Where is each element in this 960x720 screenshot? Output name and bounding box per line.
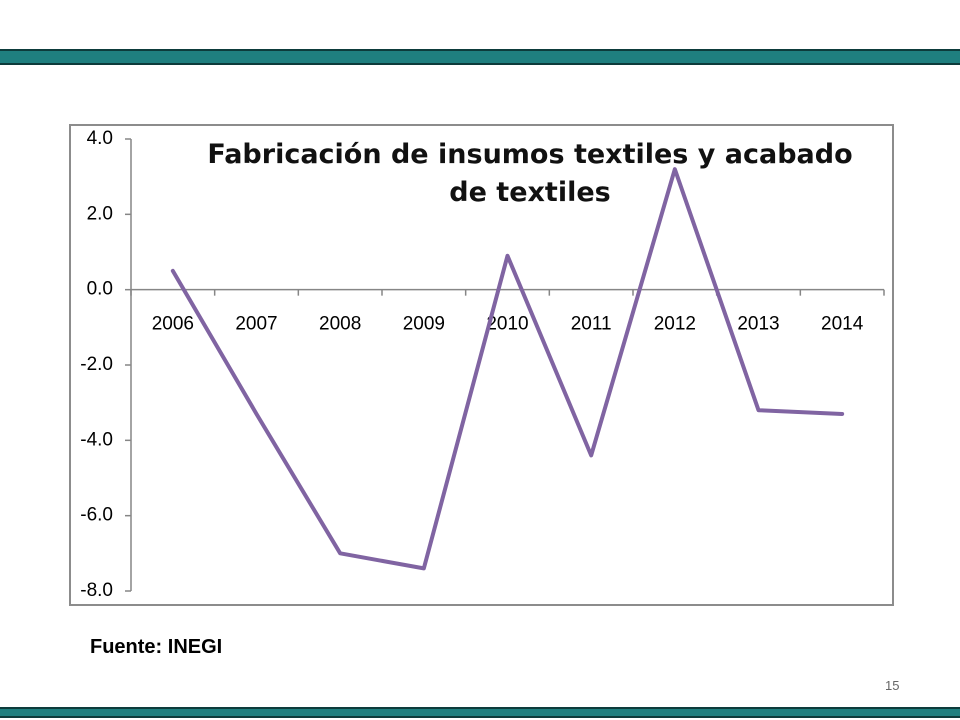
x-tick-label: 2009 [403, 314, 445, 335]
x-tick-label: 2011 [571, 314, 612, 335]
top-bar [0, 49, 960, 65]
y-tick-label: 4.0 [87, 128, 113, 149]
y-tick-label: -6.0 [80, 505, 113, 526]
y-tick-label: 2.0 [87, 203, 113, 224]
chart-title: Fabricación de insumos textiles y acabad… [207, 139, 853, 208]
bottom-bar [0, 707, 960, 718]
x-tick-label: 2013 [737, 314, 779, 335]
y-tick-label: -8.0 [80, 580, 113, 601]
source-note: Fuente: INEGI [90, 636, 223, 658]
x-tick-label: 2014 [821, 314, 864, 335]
x-tick-label: 2010 [486, 314, 528, 335]
x-tick-label: 2006 [152, 314, 194, 335]
y-tick-label: 0.0 [87, 279, 113, 300]
x-tick-label: 2007 [235, 314, 277, 335]
data-line [170, 167, 845, 571]
y-tick-label: -2.0 [80, 354, 113, 375]
y-tick-label: -4.0 [80, 429, 113, 450]
x-tick-label: 2008 [319, 314, 361, 335]
x-tick-label: 2012 [654, 314, 696, 335]
page-number: 15 [885, 678, 900, 693]
chart-frame [69, 124, 894, 606]
